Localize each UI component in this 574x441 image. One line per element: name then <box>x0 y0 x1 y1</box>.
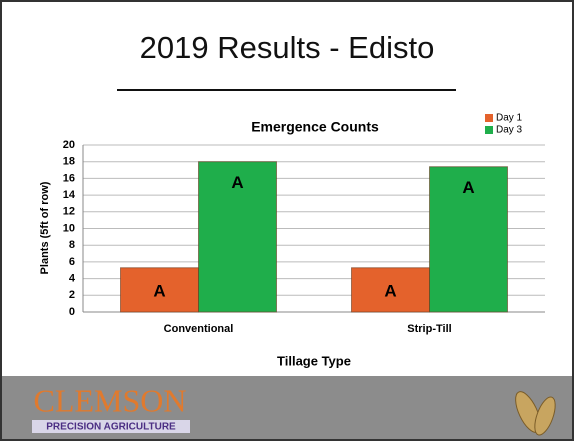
y-tick-label: 8 <box>69 239 75 251</box>
y-tick-label: 12 <box>63 206 75 218</box>
significance-letter: A <box>384 281 396 300</box>
bar <box>351 267 430 313</box>
tagline-box <box>32 420 190 433</box>
x-axis-label: Tillage Type <box>277 353 351 368</box>
y-tick-label: 14 <box>63 189 76 201</box>
y-tick-label: 20 <box>63 139 75 151</box>
bar <box>429 166 508 313</box>
y-axis-label: Plants (5ft of row) <box>39 181 51 274</box>
y-tick-label: 4 <box>69 273 76 285</box>
y-tick-label: 18 <box>63 156 75 168</box>
soybean-icon <box>515 391 556 436</box>
y-tick-label: 10 <box>63 222 75 234</box>
y-tick-label: 2 <box>69 289 75 301</box>
bar <box>120 267 199 313</box>
y-tick-label: 6 <box>69 256 75 268</box>
significance-letter: A <box>462 178 474 197</box>
y-tick-label: 16 <box>63 172 75 184</box>
legend-swatch <box>485 114 493 122</box>
legend-label: Day 1 <box>496 113 523 124</box>
legend-swatch <box>485 126 493 134</box>
legend-label: Day 3 <box>496 125 523 136</box>
chart-title: Emergence Counts <box>251 119 379 135</box>
significance-letter: A <box>153 281 165 300</box>
y-tick-label: 0 <box>69 306 75 318</box>
footer-logo: CLEMSON <box>34 382 187 418</box>
x-tick-label: Strip-Till <box>407 323 451 335</box>
slide-title: 2019 Results - Edisto <box>140 30 435 65</box>
bar <box>198 161 277 313</box>
footer-tagline: PRECISION AGRICULTURE <box>46 422 176 433</box>
significance-letter: A <box>231 173 243 192</box>
x-tick-label: Conventional <box>164 323 234 335</box>
